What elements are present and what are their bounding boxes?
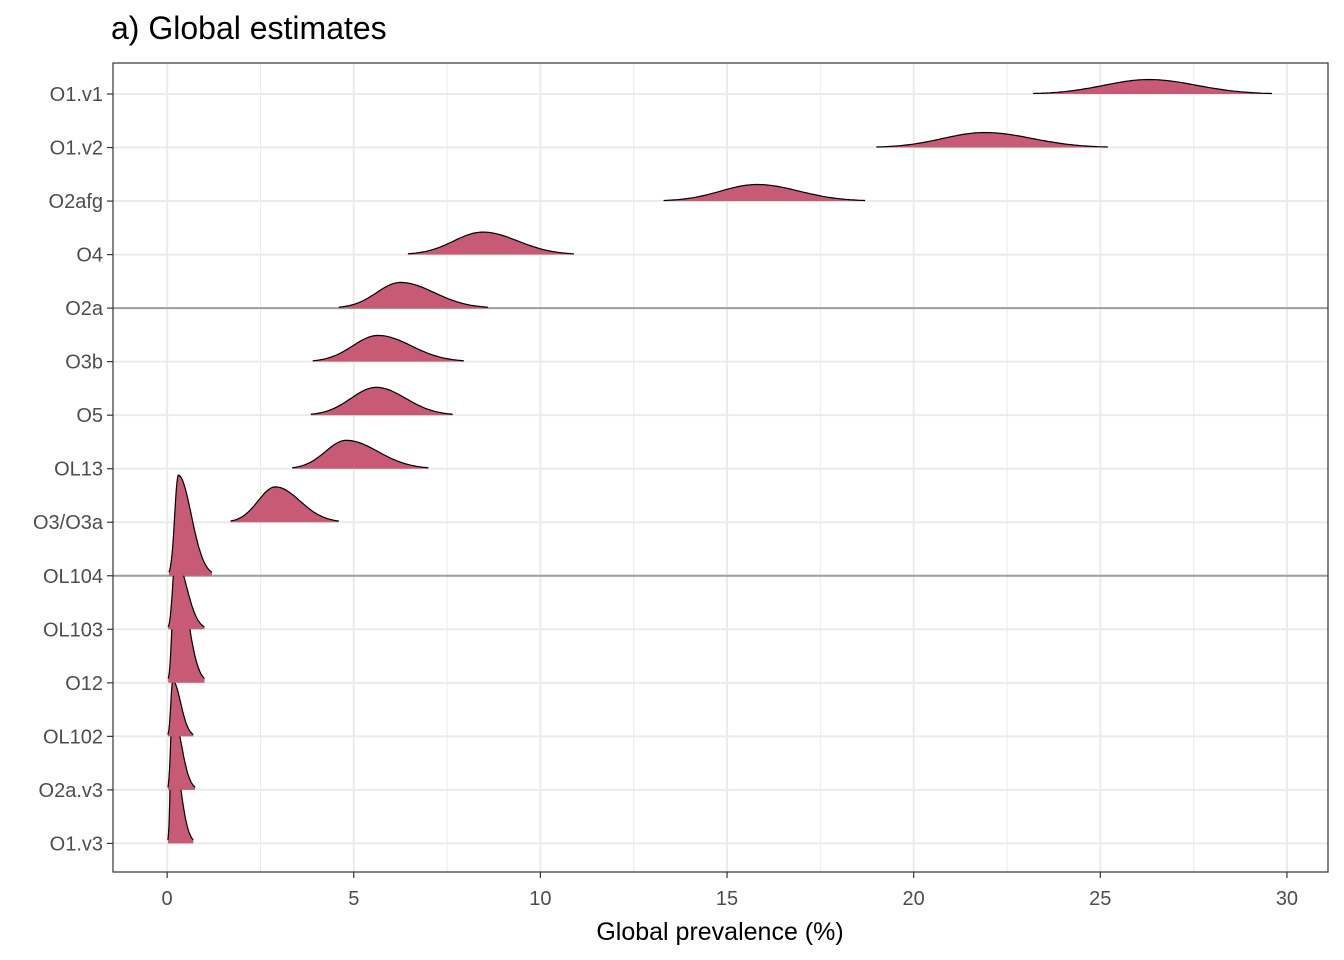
ridge-fill [230, 486, 339, 523]
ridge-outline [876, 131, 1108, 148]
x-axis: 0 5 10 15 20 25 30 [162, 872, 1298, 910]
ridge-fill [338, 282, 489, 309]
x-tick-label: 5 [348, 888, 359, 910]
ridge-outline [312, 334, 464, 362]
ridge-outline [407, 231, 575, 255]
x-tick-label: 15 [716, 888, 738, 910]
ridge-outline [663, 183, 866, 202]
ridge-outline [167, 680, 194, 735]
ridge-fill [292, 440, 429, 469]
x-tick-label: 10 [529, 888, 551, 910]
ridge-fill [312, 335, 464, 362]
ridge-outline [310, 386, 453, 415]
y-tick-label: O2afg [49, 191, 103, 213]
x-tick-label: 0 [162, 888, 173, 910]
ridge-outline [292, 439, 429, 469]
x-tick-label: 20 [903, 888, 925, 910]
ridge-outline [1033, 78, 1273, 95]
y-tick-label: O1.v2 [50, 138, 103, 160]
x-tick-label: 25 [1089, 888, 1111, 910]
ridge-fill [663, 184, 866, 202]
density-ridges [167, 78, 1273, 844]
ridge-fill [407, 232, 574, 255]
ridge-fill [310, 387, 453, 416]
y-tick-label: O12 [65, 673, 103, 695]
ridge-fill [167, 680, 194, 737]
x-tick-label: 30 [1276, 888, 1298, 910]
ridge-outline [230, 486, 339, 522]
y-tick-label: O3b [65, 352, 103, 374]
y-tick-label: O5 [76, 405, 103, 427]
ridge-fill [876, 132, 1108, 148]
panel-border [112, 62, 1329, 873]
x-axis-label: Global prevalence (%) [596, 918, 843, 946]
y-tick-label: OL104 [43, 566, 103, 588]
y-tick-label: O3/O3a [33, 512, 104, 534]
y-tick-label: O2a.v3 [39, 780, 103, 802]
ridge-fill [1033, 79, 1272, 94]
group-separators [113, 307, 1328, 577]
chart-title: a) Global estimates [111, 10, 387, 46]
y-axis: O1.v1 O1.v2 O2afg O4 O2a O3b O5 OL13 O3/O3a OL104… [33, 84, 113, 855]
y-tick-label: O2a [65, 298, 104, 320]
ridge-outline [338, 281, 489, 308]
ridge-fill [168, 558, 205, 630]
y-tick-label: O1.v3 [50, 833, 103, 855]
y-tick-label: OL13 [54, 459, 103, 481]
y-tick-label: O1.v1 [50, 84, 103, 106]
y-tick-label: O4 [76, 245, 103, 267]
y-tick-label: OL102 [43, 726, 103, 748]
ridge-fill [169, 475, 212, 576]
ridge-outline [168, 474, 213, 573]
y-tick-label: OL103 [43, 619, 103, 641]
